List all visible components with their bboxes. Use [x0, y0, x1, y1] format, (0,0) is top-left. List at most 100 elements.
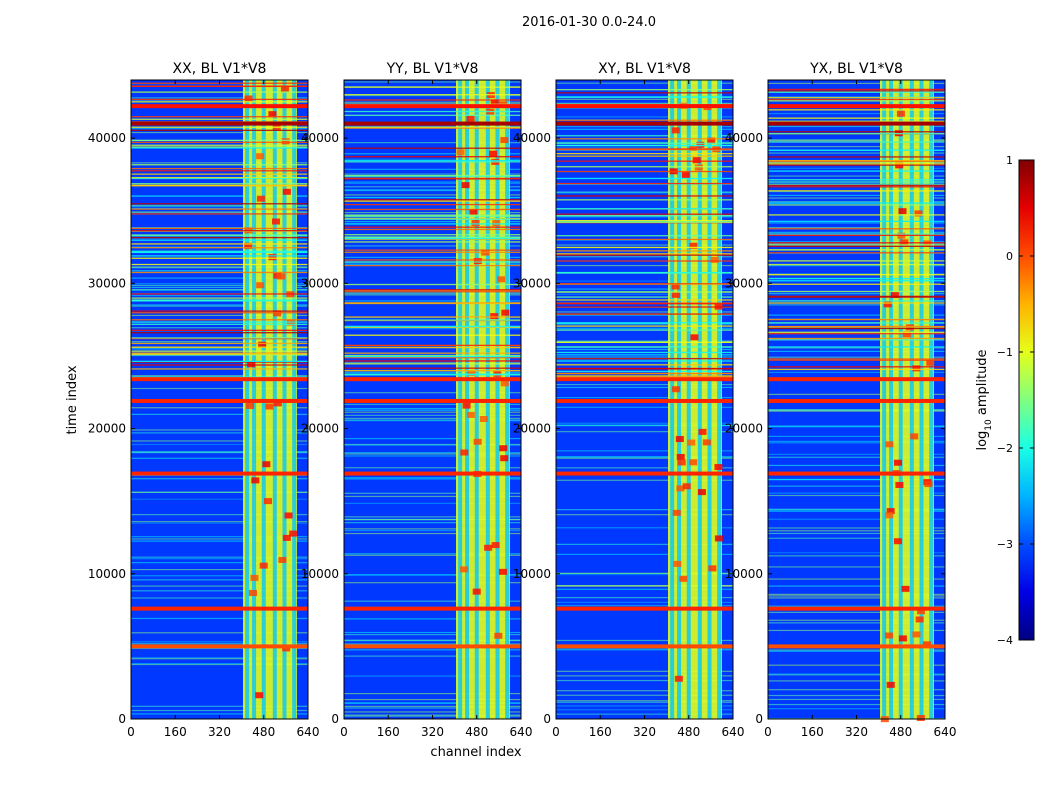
hot-spot — [902, 331, 911, 338]
noise-row — [131, 277, 308, 279]
noise-row — [768, 585, 945, 587]
rfi-row — [131, 227, 308, 230]
rfi-row — [344, 114, 521, 116]
hot-spot — [461, 182, 470, 189]
noise-row — [556, 327, 733, 329]
hot-spot — [489, 150, 498, 157]
noise-row — [344, 189, 521, 191]
rfi-row — [131, 129, 308, 131]
colorbar-tick-label: 1 — [1006, 154, 1013, 167]
colorbar-label: log10 amplitude — [975, 349, 994, 450]
x-tick-label: 640 — [297, 725, 320, 739]
x-tick-label: 480 — [677, 725, 700, 739]
hot-spot — [258, 341, 267, 348]
rfi-row — [131, 85, 308, 87]
noise-row — [344, 467, 521, 469]
noise-row — [768, 698, 945, 701]
rfi-row — [556, 375, 733, 377]
rfi-row — [556, 272, 733, 274]
hot-spot — [688, 144, 697, 151]
noise-row — [556, 648, 733, 650]
noise-row — [556, 431, 733, 433]
colorbar: 1 0 −1 −2 −3 −4 — [997, 154, 1035, 647]
y-tick-label: 20000 — [88, 422, 126, 436]
noise-row — [768, 265, 945, 267]
rfi-row — [556, 341, 733, 343]
rfi-row — [556, 306, 733, 308]
noise-row — [344, 411, 521, 413]
rfi-row — [768, 163, 945, 165]
rfi-row — [131, 255, 308, 257]
noise-row — [556, 543, 733, 545]
rfi-row — [131, 144, 308, 146]
noise-row — [768, 518, 945, 520]
rfi-row — [768, 183, 945, 185]
noise-row — [344, 492, 521, 494]
noise-row — [556, 116, 733, 118]
hot-spot — [707, 137, 716, 144]
flagged-row — [344, 377, 521, 382]
rfi-row — [768, 337, 945, 340]
colorbar-label-rest: amplitude — [975, 349, 990, 419]
noise-row — [344, 522, 521, 524]
rfi-row — [768, 331, 945, 333]
x-tick-label: 320 — [421, 725, 444, 739]
rfi-row — [768, 202, 945, 204]
noise-row — [556, 396, 733, 399]
x-tick-label: 320 — [633, 725, 656, 739]
rfi-row — [131, 236, 308, 239]
noise-row — [768, 435, 945, 437]
rfi-row — [344, 208, 521, 211]
noise-row — [556, 147, 733, 149]
rfi-row — [131, 185, 308, 187]
noise-row — [131, 286, 308, 289]
noise-row — [131, 195, 308, 197]
noise-row — [768, 593, 945, 595]
rfi-row — [131, 183, 308, 185]
hot-spot — [244, 95, 253, 102]
noise-row — [344, 553, 521, 555]
noise-row — [768, 532, 945, 535]
noise-row — [768, 112, 945, 115]
noise-row — [131, 407, 308, 409]
rfi-row — [768, 333, 945, 335]
rfi-row — [131, 376, 308, 378]
noise-row — [131, 491, 308, 493]
noise-row — [344, 407, 521, 410]
noise-row — [131, 354, 308, 357]
noise-row — [768, 708, 945, 710]
rfi-row — [556, 220, 733, 223]
rfi-row — [131, 368, 308, 370]
rfi-row — [344, 234, 521, 236]
noise-row — [131, 99, 308, 101]
noise-row — [768, 167, 945, 169]
hot-spot — [896, 110, 905, 117]
rfi-row — [344, 346, 521, 349]
hot-spot — [708, 565, 717, 572]
noise-row — [344, 158, 521, 160]
hot-spot — [885, 512, 894, 519]
hot-spot — [467, 370, 476, 377]
rfi-row — [131, 247, 308, 249]
noise-row — [344, 168, 521, 170]
rfi-row — [556, 144, 733, 147]
hot-spot — [916, 608, 925, 615]
rfi-row — [556, 238, 733, 241]
hot-spot — [886, 508, 895, 515]
noise-row — [556, 585, 733, 587]
noise-row — [131, 658, 308, 660]
noise-row — [768, 197, 945, 199]
colorbar-label-sub: 10 — [984, 419, 994, 431]
noise-row — [556, 102, 733, 104]
noise-row — [556, 694, 733, 696]
rfi-row — [344, 259, 521, 261]
rfi-row — [344, 352, 521, 354]
hot-spot — [466, 411, 475, 418]
rfi-row — [131, 177, 308, 180]
noise-row — [768, 530, 945, 532]
rfi-row — [556, 219, 733, 222]
y-tick-label: 10000 — [301, 567, 339, 581]
noise-row — [131, 267, 308, 269]
y-axis-label: time index — [65, 365, 80, 434]
noise-row — [768, 231, 945, 234]
